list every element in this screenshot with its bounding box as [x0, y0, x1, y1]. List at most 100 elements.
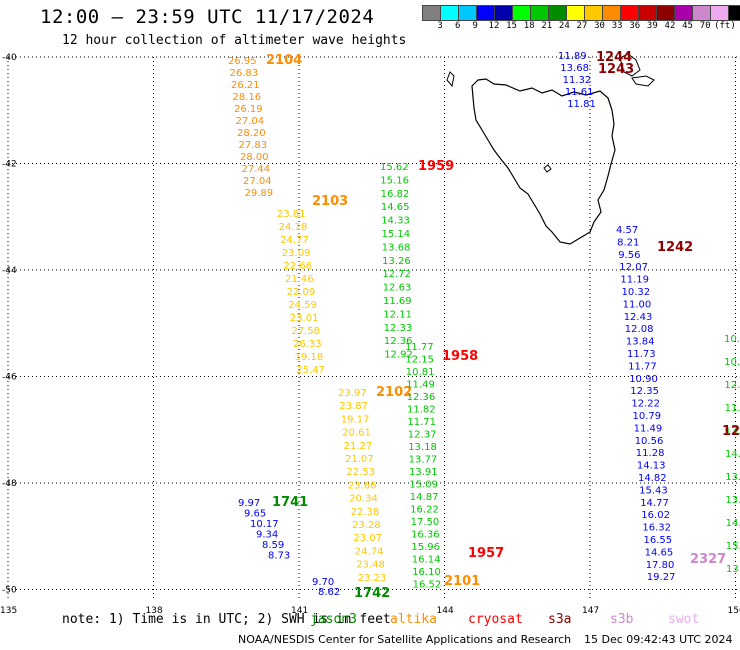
swh-value: 23.97 [338, 388, 367, 399]
lat-label: -42 [2, 160, 17, 170]
track-1243: 1243 [598, 62, 634, 77]
legend-item-s3b: s3b [610, 612, 634, 627]
track-2327: 10.7 10.6 12.06 11.27 13.22 14.73 13.88 13.92 14… [690, 334, 740, 575]
swh-value: 12.11 [383, 309, 412, 320]
swh-value: 11.73 [627, 349, 656, 360]
swh-value: 13.26 [382, 256, 411, 267]
swh-value: 13.18 [408, 442, 437, 453]
swh-value: 11.82 [407, 405, 436, 416]
legend-item-jason3: jason3 [310, 612, 357, 627]
lon-label: 147 [582, 606, 599, 616]
track-2103: 23.81 24.18 24.77 23.09 22.66 21.46 22.09 24.59… [277, 194, 348, 376]
swh-value: 21.27 [344, 441, 373, 452]
swh-value: 12.06 [724, 380, 740, 391]
flinders-island [619, 53, 641, 77]
colorbar-label: 24 [558, 21, 570, 31]
swh-value: 14.82 [638, 473, 667, 484]
swh-value: 20.61 [342, 428, 371, 439]
swh-value: 16.02 [641, 510, 670, 521]
swh-value: 12.07 [619, 262, 648, 273]
swh-value: 22.53 [346, 467, 375, 478]
track-2102: 23.97 23.87 19.17 20.61 21.27 21.07 22.53 23.66… [338, 385, 412, 584]
colorbar-label: 15 [506, 21, 517, 31]
swh-value: 28.00 [240, 152, 269, 163]
swh-value: 11.61 [565, 87, 594, 98]
colorbar-label: 42 [664, 21, 676, 31]
swh-value: 11.71 [407, 417, 436, 428]
swh-value: 11.77 [628, 361, 657, 372]
swh-value: 15.16 [380, 175, 409, 186]
swh-value: 19.17 [341, 414, 370, 425]
swh-value: 12.35 [630, 386, 659, 397]
swh-value: 24.59 [288, 300, 317, 311]
colorbar-labels: 3 6 9 12 15 18 21 24 27 30 33 36 39 42 45 70 (ft) [422, 21, 735, 35]
maatsuyker-island [543, 164, 552, 173]
legend-item-cryosat: cryosat [468, 612, 523, 627]
lat-label: -48 [2, 479, 17, 489]
swh-value: 10.32 [622, 287, 651, 298]
swh-value: 10.6 [724, 357, 740, 368]
track-id-label: 1742 [354, 586, 390, 601]
swh-value: 14.13 [637, 461, 666, 472]
swh-value: 28.20 [237, 128, 266, 139]
track-id-label: 2102 [376, 385, 412, 400]
swh-value: 22.66 [283, 261, 312, 272]
credit-text: NOAA/NESDIS Center for Satellite Applica… [238, 633, 572, 646]
swh-value: 24.77 [280, 235, 309, 246]
swh-value: 27.58 [291, 326, 320, 337]
swh-value: 14.33 [381, 216, 410, 227]
swh-value: 12.43 [624, 312, 653, 323]
swh-value: 13.88 [725, 472, 740, 483]
swh-value: 16.32 [642, 523, 671, 534]
swh-value: 10.7 [724, 334, 740, 345]
lat-label: -50 [2, 586, 17, 596]
colorbar-label: 39 [646, 21, 658, 31]
swh-value: 22.38 [351, 507, 380, 518]
swh-value: 27.83 [239, 140, 268, 151]
cape-barren-island [631, 75, 655, 87]
swh-value: 10.90 [629, 374, 658, 385]
lon-label: 141 [291, 606, 308, 616]
legend-item-s3a: s3a [548, 612, 572, 627]
swh-value: 20.34 [349, 494, 378, 505]
swh-value: 12.33 [384, 323, 413, 334]
colorbar-label: 27 [576, 21, 588, 31]
swh-value: 26.83 [230, 68, 259, 79]
swh-value: 14.77 [640, 498, 669, 509]
swh-value: 19.18 [295, 352, 324, 363]
wave-height-colorbar [422, 5, 740, 21]
swh-value: 27.04 [243, 176, 272, 187]
swh-value: 12.36 [384, 336, 413, 347]
swh-value: 16.82 [381, 189, 410, 200]
swh-value: 10.56 [635, 436, 664, 447]
swh-value: 26.21 [231, 80, 260, 91]
colorbar-label: 36 [629, 21, 641, 31]
swh-value: 25.47 [296, 365, 325, 376]
track-id-label: 1959 [418, 159, 454, 174]
colorbar-label: 33 [611, 21, 623, 31]
swh-value: 9.56 [618, 250, 640, 261]
swh-value: 11.69 [383, 296, 412, 307]
swh-value: 16.14 [412, 555, 441, 566]
swh-value: 23.28 [352, 520, 381, 531]
swh-value: 8.21 [617, 237, 639, 248]
footer-note: note: 1) Time is in UTC; 2) SWH is in fe… [62, 612, 391, 627]
lat-label: -44 [2, 266, 17, 276]
swh-value: 11.49 [634, 423, 663, 434]
swh-value: 12.22 [631, 399, 660, 410]
swh-value: 19.27 [647, 572, 676, 583]
swh-value: 9.65 [244, 509, 266, 520]
swh-value: 15.62 [380, 162, 409, 173]
swh-value: 24.18 [279, 222, 308, 233]
legend-item-altika: altika [390, 612, 437, 627]
generated-date: 15 Dec 09:42:43 UTC 2024 [584, 633, 733, 646]
swh-value: 14.73 [725, 449, 740, 460]
swh-value: 8.62 [318, 587, 340, 598]
colorbar-label: 3 [437, 21, 443, 31]
lon-label: 135 [0, 606, 17, 616]
colorbar-label: 45 [682, 21, 693, 31]
swh-value: 12.63 [383, 283, 412, 294]
extra-track-labels: 1957 2101 124 [444, 424, 740, 589]
swh-value: 9.70 [312, 577, 334, 588]
